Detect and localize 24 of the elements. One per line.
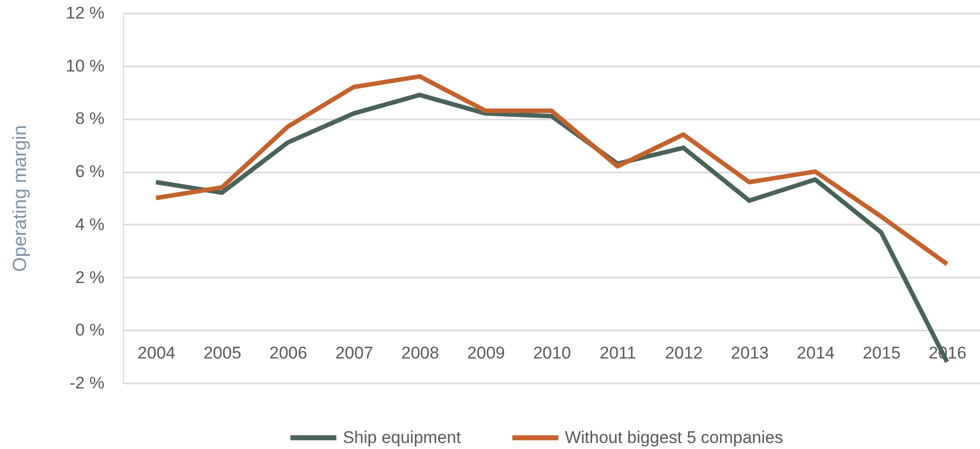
line-series bbox=[154, 74, 950, 266]
legend-label: Without biggest 5 companies bbox=[564, 428, 784, 447]
x-tick-label: 2011 bbox=[600, 344, 636, 363]
x-tick-label: 2010 bbox=[533, 344, 571, 363]
y-tick-label: 10 % bbox=[66, 56, 104, 76]
x-tick-label: 2009 bbox=[467, 344, 505, 363]
y-tick-label: -2 % bbox=[70, 374, 104, 392]
y-tick-label: 12 % bbox=[66, 4, 104, 22]
x-tick-label: 2008 bbox=[401, 344, 440, 363]
y-tick-label: 0 % bbox=[75, 320, 104, 340]
y-axis-title: Operating margin bbox=[10, 125, 31, 272]
x-tick-label: 2007 bbox=[335, 344, 374, 363]
x-tick-label: 2004 bbox=[138, 344, 176, 363]
x-tick-label: 2012 bbox=[664, 344, 703, 363]
y-tick-label: 8 % bbox=[75, 109, 104, 128]
y-tick-label: 6 % bbox=[75, 162, 104, 182]
x-tick-label: 2006 bbox=[269, 344, 308, 363]
x-tick-label: 2013 bbox=[730, 344, 769, 363]
y-tick-label: 4 % bbox=[75, 214, 104, 234]
x-tick-label: 2015 bbox=[862, 344, 901, 363]
x-tick-label: 2014 bbox=[796, 344, 835, 363]
y-tick-label: 2 % bbox=[75, 268, 104, 287]
x-tick-label: 2005 bbox=[203, 344, 242, 363]
legend-label: Ship equipment bbox=[342, 428, 462, 447]
